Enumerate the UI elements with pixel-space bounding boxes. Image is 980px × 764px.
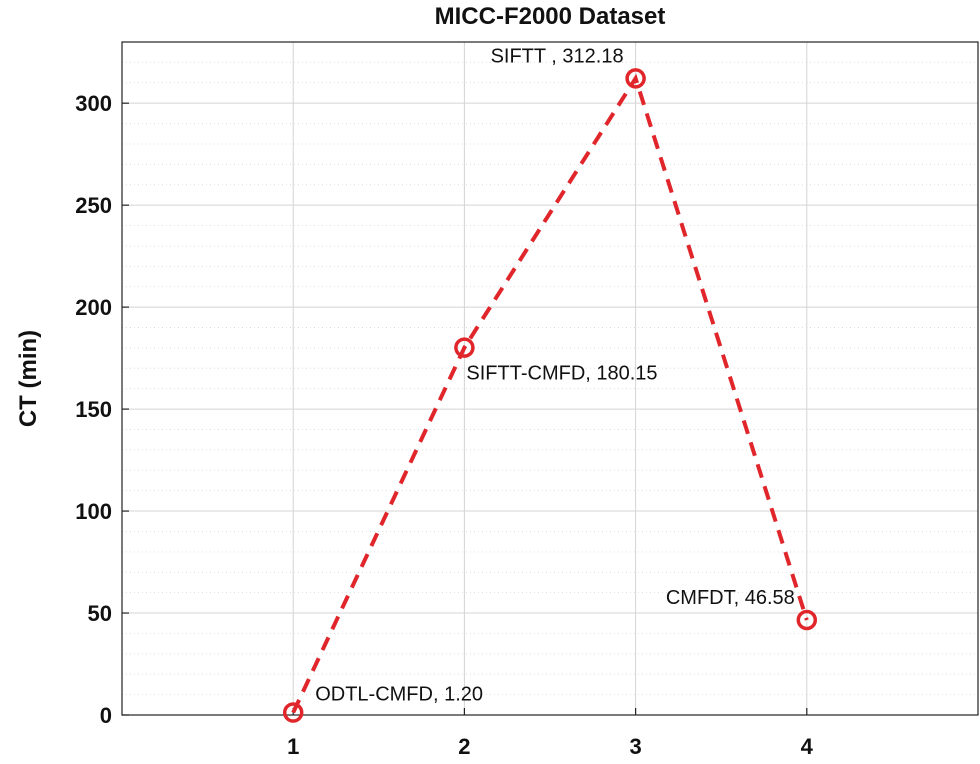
data-label: SIFTT-CMFD, 180.15 [466,363,657,385]
x-tick-label: 4 [801,734,814,759]
y-axis-label: CT (min) [15,330,42,427]
x-tick-label: 3 [629,734,641,759]
data-label: CMFDT, 46.58 [666,587,795,609]
data-label: ODTL-CMFD, 1.20 [315,684,483,706]
y-tick-label: 300 [75,91,112,116]
y-tick-label: 100 [75,499,112,524]
annotations: ODTL-CMFD, 1.20 SIFTT-CMFD, 180.15 SIFTT ,… [315,45,795,705]
y-tick-label: 150 [75,397,112,422]
y-tick-label: 250 [75,193,112,218]
x-tick-label: 1 [287,734,299,759]
grid [122,41,978,716]
y-tick-label: 0 [100,703,112,728]
plot-area [121,41,979,716]
series-line-path [291,73,809,714]
chart-title: MICC-F2000 Dataset [435,3,666,30]
x-axis-ticks: 1 2 3 4 [287,708,814,759]
data-point-marker [625,68,646,89]
data-label: SIFTT , 312.18 [491,45,624,67]
series-markers [282,68,818,723]
data-point-marker [282,702,304,723]
series-line [291,73,809,714]
y-tick-label: 50 [88,601,112,626]
data-point-marker [796,609,818,631]
data-point-marker [454,337,475,358]
x-tick-label: 2 [458,734,470,759]
y-tick-label: 200 [75,295,112,320]
y-axis-ticks: 0 50 100 150 200 250 300 [75,91,129,728]
